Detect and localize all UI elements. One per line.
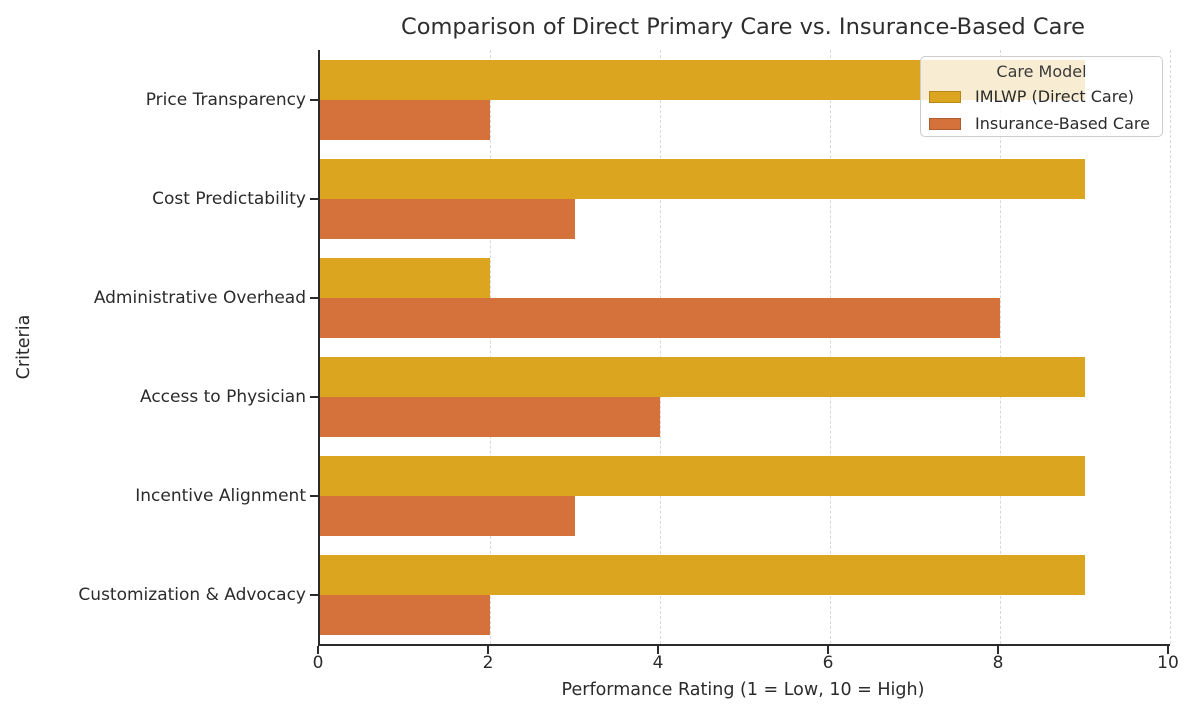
bar-imlwp-direct-care-access-to-physician: [320, 356, 1085, 397]
bar-imlwp-direct-care-administrative-overhead: [320, 257, 490, 298]
xtick-mark-8: [997, 646, 999, 654]
bar-imlwp-direct-care-customization-advocacy: [320, 554, 1085, 595]
xtick-label-0: 0: [312, 653, 324, 673]
bar-group-administrative-overhead: [320, 248, 1170, 347]
chart-title: Comparison of Direct Primary Care vs. In…: [401, 14, 1085, 40]
xtick-label-2: 2: [482, 653, 494, 673]
ytick-mark-incentive-alignment: [310, 494, 318, 497]
ytick-label-administrative-overhead: Administrative Overhead: [93, 287, 306, 308]
ytick-label-cost-predictability: Cost Predictability: [152, 188, 306, 209]
gridline-x-4: [660, 50, 661, 644]
xtick-mark-0: [317, 646, 319, 654]
ytick-mark-administrative-overhead: [310, 296, 318, 299]
legend: Care Model IMLWP (Direct Care) Insurance-…: [920, 56, 1163, 137]
xtick-mark-2: [487, 646, 489, 654]
ytick-label-incentive-alignment: Incentive Alignment: [135, 485, 306, 506]
xtick-label-10: 10: [1157, 653, 1179, 673]
xtick-mark-4: [657, 646, 659, 654]
ytick-mark-customization-advocacy: [310, 593, 318, 596]
x-axis-label: Performance Rating (1 = Low, 10 = High): [561, 680, 925, 700]
legend-label-imlwp-direct-care: IMLWP (Direct Care): [975, 87, 1135, 106]
gridline-x-6: [830, 50, 831, 644]
bar-insurance-based-care-administrative-overhead: [320, 297, 1000, 338]
ytick-label-access-to-physician: Access to Physician: [140, 386, 306, 407]
xtick-label-8: 8: [992, 653, 1004, 673]
bar-insurance-based-care-cost-predictability: [320, 198, 575, 239]
plot-area: Care Model IMLWP (Direct Care) Insurance-…: [318, 50, 1171, 646]
legend-row-imlwp-direct-care: IMLWP (Direct Care): [921, 83, 1162, 110]
bar-insurance-based-care-incentive-alignment: [320, 495, 575, 536]
ytick-label-customization-advocacy: Customization & Advocacy: [78, 584, 306, 605]
ytick-mark-price-transparency: [310, 98, 318, 101]
bar-group-customization-advocacy: [320, 545, 1170, 644]
legend-items: IMLWP (Direct Care) Insurance-Based Care: [921, 83, 1162, 137]
bar-group-cost-predictability: [320, 149, 1170, 248]
bar-insurance-based-care-access-to-physician: [320, 396, 660, 437]
xtick-label-6: 6: [822, 653, 834, 673]
xtick-label-4: 4: [652, 653, 664, 673]
legend-title: Care Model: [996, 62, 1087, 81]
bar-group-incentive-alignment: [320, 446, 1170, 545]
y-axis-label: Criteria: [14, 314, 34, 380]
ytick-mark-cost-predictability: [310, 197, 318, 200]
ytick-mark-access-to-physician: [310, 395, 318, 398]
bar-insurance-based-care-price-transparency: [320, 99, 490, 140]
xtick-mark-10: [1167, 646, 1169, 654]
xtick-mark-6: [827, 646, 829, 654]
bar-insurance-based-care-customization-advocacy: [320, 594, 490, 635]
bar-imlwp-direct-care-cost-predictability: [320, 158, 1085, 199]
bar-imlwp-direct-care-incentive-alignment: [320, 455, 1085, 496]
gridline-x-2: [490, 50, 491, 644]
legend-swatch-insurance-based-care: [929, 117, 961, 130]
ytick-label-price-transparency: Price Transparency: [145, 89, 306, 110]
legend-swatch-imlwp-direct-care: [929, 90, 961, 103]
gridline-x-8: [1000, 50, 1001, 644]
legend-row-insurance-based-care: Insurance-Based Care: [921, 110, 1162, 137]
bar-group-access-to-physician: [320, 347, 1170, 446]
gridline-x-10: [1170, 50, 1171, 644]
legend-label-insurance-based-care: Insurance-Based Care: [975, 114, 1150, 133]
